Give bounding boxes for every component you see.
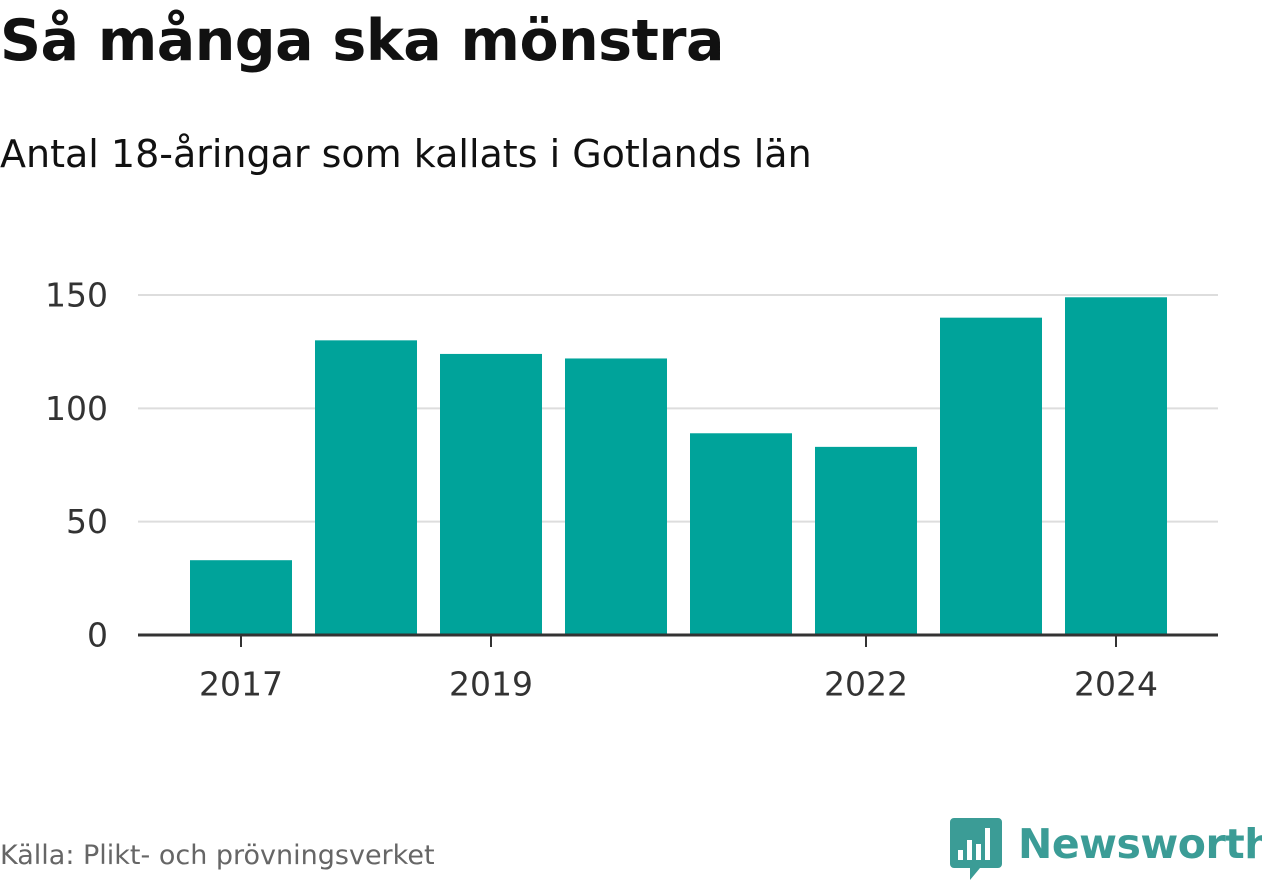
source-note: Källa: Plikt- och prövningsverket [0,840,435,871]
bar-chart: 0 50 100 150 2017 2019 2022 2024 [45,276,1218,704]
bar-2021 [690,433,792,635]
bar-2019 [440,353,542,635]
chart-title: Så många ska mönstra [0,8,724,74]
gridlines [138,294,1218,523]
y-tick-label-50: 50 [66,502,108,541]
y-tick-label-0: 0 [87,616,108,655]
bar-2022 [815,446,917,635]
bars [190,297,1167,635]
bar-2024 [1065,297,1167,635]
bar-2018 [315,340,417,635]
y-tick-label-150: 150 [45,276,108,315]
bar-2020 [565,358,667,635]
x-tick-label-2017: 2017 [199,665,283,704]
bar-2023 [940,317,1042,635]
x-tick-label-2024: 2024 [1074,665,1158,704]
brand-name: Newsworthy [1018,820,1262,868]
bar-2017 [190,560,292,635]
axes: 0 50 100 150 2017 2019 2022 2024 [45,276,1218,704]
chart-subtitle: Antal 18-åringar som kallats i Gotlands … [0,132,812,176]
x-tick-label-2022: 2022 [824,665,908,704]
x-tick-label-2019: 2019 [449,665,533,704]
y-tick-label-100: 100 [45,389,108,428]
newsworthy-logo: Newsworthy [950,818,1262,880]
bar-chart-bubble-icon [950,818,1002,880]
